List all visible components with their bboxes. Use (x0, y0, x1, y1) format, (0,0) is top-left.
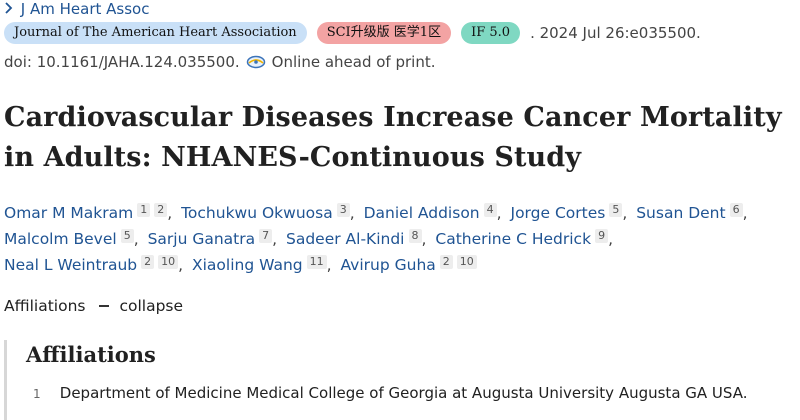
author-name-link[interactable]: Omar M Makram (4, 204, 134, 222)
author-entry: Avirup Guha 2 10 (340, 255, 477, 274)
author-entry: Neal L Weintraub 2 10, (4, 255, 187, 274)
chevron-right-icon (4, 0, 16, 18)
author-name-link[interactable]: Daniel Addison (363, 204, 480, 222)
author-name-link[interactable]: Malcolm Bevel (4, 230, 117, 248)
affiliation-ref-link[interactable]: 4 (483, 203, 497, 217)
affiliation-ref-link[interactable]: 5 (609, 203, 623, 217)
affiliation-ref-link[interactable]: 10 (158, 255, 179, 269)
author-entry: Daniel Addison 4, (363, 203, 506, 222)
affiliation-ref-link[interactable]: 7 (259, 229, 273, 243)
author-entry: Sadeer Al-Kindi 8, (286, 229, 430, 248)
affiliations-heading: Affiliations (26, 342, 156, 367)
affiliation-ref-link[interactable]: 6 (729, 203, 743, 217)
author-entry: Susan Dent 6, (636, 203, 751, 222)
affiliation-ref-link[interactable]: 5 (120, 229, 134, 243)
author-name-link[interactable]: Susan Dent (636, 204, 726, 222)
doi-text: doi: 10.1161/JAHA.124.035500. (4, 53, 240, 71)
author-entry: Jorge Cortes 5, (510, 203, 632, 222)
author-entry: Malcolm Bevel 5, (4, 229, 143, 248)
article-title: Cardiovascular Diseases Increase Cancer … (4, 102, 782, 173)
affiliation-text: Department of Medicine Medical College o… (59, 384, 748, 402)
affiliation-ref-link[interactable]: 3 (336, 203, 350, 217)
author-list: Omar M Makram 1 2, Tochukwu Okwuosa 3, Dani… (4, 200, 800, 278)
affiliation-number: 1 (33, 387, 41, 401)
author-name-link[interactable]: Neal L Weintraub (4, 256, 138, 274)
affiliation-ref-link[interactable]: 8 (408, 229, 422, 243)
affiliations-toggle[interactable]: Affiliations collapse (4, 297, 183, 315)
journal-link[interactable]: J Am Heart Assoc (4, 0, 149, 18)
author-separator: , (167, 204, 173, 222)
affiliation-ref-link[interactable]: 11 (306, 255, 327, 269)
affiliation-ref-link[interactable]: 9 (595, 229, 609, 243)
author-entry: Tochukwu Okwuosa 3, (181, 203, 359, 222)
author-separator: , (622, 204, 628, 222)
affiliation-ref-link[interactable]: 2 (439, 255, 453, 269)
affiliation-ref-link[interactable]: 2 (154, 203, 168, 217)
author-separator: , (349, 204, 355, 222)
author-entry: Xiaoling Wang 11, (192, 255, 336, 274)
author-name-link[interactable]: Avirup Guha (340, 256, 436, 274)
journal-name: J Am Heart Assoc (20, 0, 150, 18)
author-entry: Catherine C Hedrick 9, (435, 229, 617, 248)
affiliation-ref-link[interactable]: 1 (137, 203, 151, 217)
author-name-link[interactable]: Catherine C Hedrick (435, 230, 592, 248)
affiliations-section: Affiliations 1 Department of Medicine Me… (4, 340, 800, 420)
author-separator: , (178, 256, 184, 274)
publication-status: Online ahead of print. (271, 53, 436, 71)
journal-badges: Journal of The American Heart Associatio… (4, 22, 701, 44)
affiliations-collapse-label: collapse (119, 297, 184, 315)
affiliation-item: 1 Department of Medicine Medical College… (33, 384, 747, 402)
author-separator: , (326, 256, 332, 274)
eprint-icon (246, 54, 266, 70)
author-separator: , (272, 230, 278, 248)
author-name-link[interactable]: Jorge Cortes (510, 204, 606, 222)
doi-row: doi: 10.1161/JAHA.124.035500. Online ahe… (4, 53, 435, 71)
author-name-link[interactable]: Xiaoling Wang (192, 256, 303, 274)
affiliation-ref-link[interactable]: 2 (141, 255, 155, 269)
affiliation-ref-link[interactable]: 10 (456, 255, 477, 269)
author-name-link[interactable]: Sarju Ganatra (147, 230, 256, 248)
impact-factor-badge[interactable]: IF 5.0 (461, 22, 521, 44)
author-separator: , (421, 230, 427, 248)
author-separator: , (496, 204, 502, 222)
affiliations-toggle-label: Affiliations (4, 297, 86, 315)
collapse-icon (99, 305, 110, 307)
author-name-link[interactable]: Tochukwu Okwuosa (181, 204, 333, 222)
sci-rank-badge[interactable]: SCI升级版 医学1区 (316, 22, 452, 44)
journal-full-badge[interactable]: Journal of The American Heart Associatio… (4, 22, 307, 44)
author-separator: , (133, 230, 139, 248)
author-entry: Sarju Ganatra 7, (147, 229, 281, 248)
author-entry: Omar M Makram 1 2, (4, 203, 176, 222)
citation-date: . 2024 Jul 26:e035500. (530, 24, 701, 42)
author-separator: , (608, 230, 613, 248)
author-name-link[interactable]: Sadeer Al-Kindi (286, 230, 405, 248)
author-separator: , (742, 204, 748, 222)
